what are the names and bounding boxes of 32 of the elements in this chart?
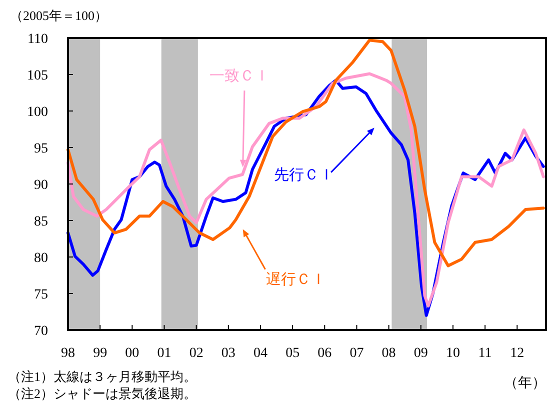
text: 遅行ＣＩ — [266, 271, 326, 288]
x-tick-label: 99 — [93, 346, 108, 361]
y-tick-label: 70 — [34, 324, 48, 339]
y-tick-label: 80 — [34, 251, 48, 266]
y-tick-label: 85 — [34, 214, 48, 230]
series-label: 先行ＣＩ — [274, 166, 334, 184]
x-tick-label: 06 — [318, 346, 332, 361]
x-axis-title: （年） — [504, 375, 546, 391]
x-tick-label: 08 — [382, 346, 396, 361]
line-series — [66, 38, 545, 268]
y-tick-label: 100 — [27, 105, 48, 120]
x-tick-label: 12 — [510, 346, 524, 361]
text: （注2）シャドーは景気後退期。 — [8, 386, 196, 401]
y-tick-label: 105 — [27, 68, 48, 84]
x-tick-label: 01 — [157, 346, 172, 361]
x-tick-label: 04 — [253, 346, 268, 361]
y-tick-label: 75 — [34, 288, 48, 302]
y-tick-label: 95 — [34, 142, 48, 156]
x-tick-label: 02 — [189, 346, 204, 361]
y-axis-title: （2005年＝100） — [10, 8, 108, 23]
x-tick-label: 09 — [414, 346, 428, 361]
x-tick-label: 10 — [446, 346, 460, 361]
x-tick-label: 00 — [125, 346, 140, 361]
text: 一致ＣＩ — [210, 68, 270, 84]
text: （注1）太線は３ヶ月移動平均。 — [8, 369, 196, 384]
x-tick-label: 05 — [286, 346, 300, 361]
y-tick-label: 110 — [28, 32, 48, 47]
x-tick-label: 98 — [61, 346, 75, 361]
x-tick-label: 11 — [478, 346, 492, 361]
x-tick-label: 07 — [350, 346, 364, 361]
y-tick-label: 90 — [34, 178, 48, 193]
x-tick-label: 03 — [221, 346, 236, 361]
